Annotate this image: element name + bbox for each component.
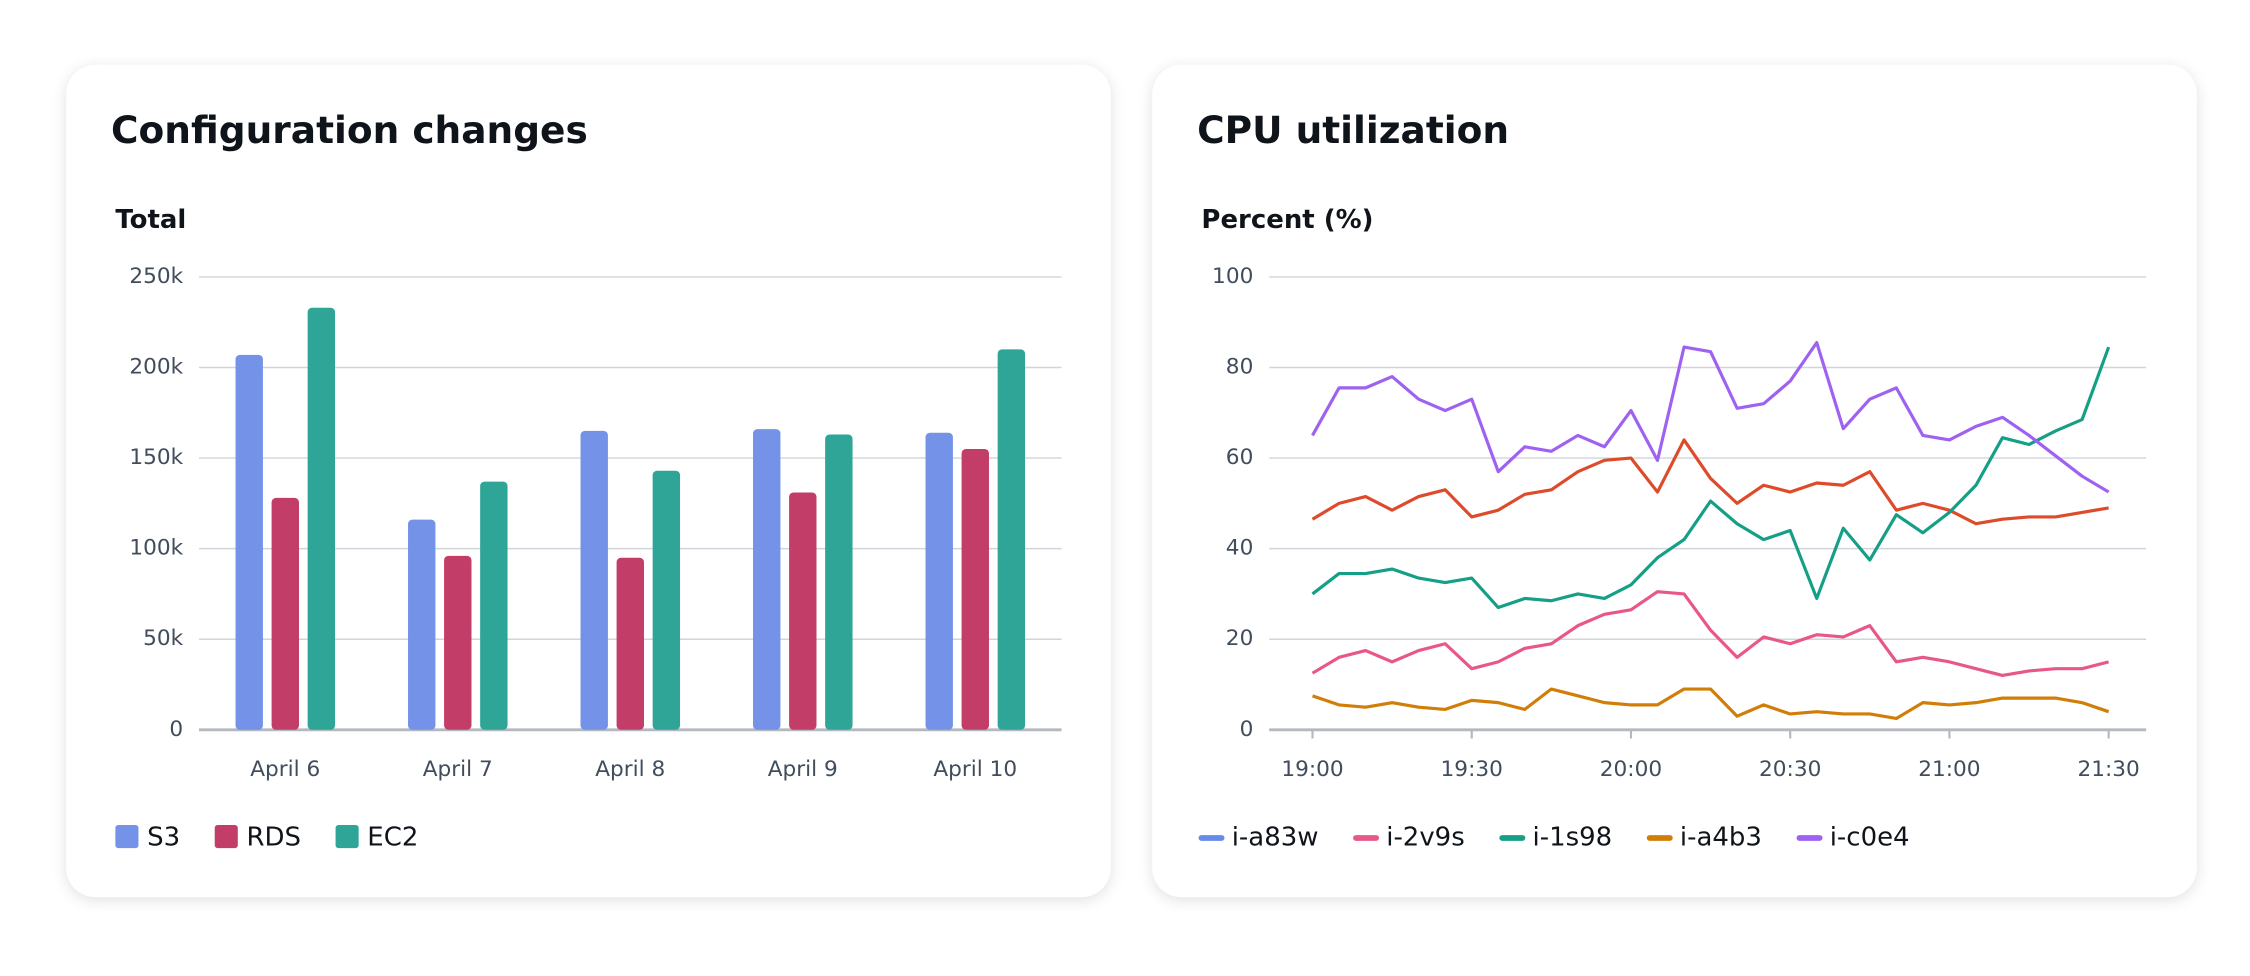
bar bbox=[652, 470, 681, 730]
series-line bbox=[1311, 687, 2110, 721]
card bbox=[1152, 64, 2197, 898]
y-axis-title: Percent (%) bbox=[1201, 205, 1373, 235]
legend-label: S3 bbox=[147, 822, 180, 852]
x-tick-label: 21:00 bbox=[1918, 757, 1980, 782]
bar bbox=[925, 432, 953, 730]
chart-title: Configuration changes bbox=[111, 108, 588, 152]
bar bbox=[997, 349, 1026, 730]
bar bbox=[789, 492, 817, 730]
bar bbox=[480, 481, 508, 730]
legend-label: RDS bbox=[246, 822, 300, 852]
x-tick-label: April 9 bbox=[768, 757, 838, 782]
bar bbox=[825, 434, 853, 730]
legend-label: i-c0e4 bbox=[1830, 822, 1910, 852]
legend-swatch bbox=[115, 824, 139, 849]
bar bbox=[444, 555, 472, 730]
series-line bbox=[1311, 590, 2110, 678]
bar bbox=[580, 430, 608, 730]
y-tick-label: 250k bbox=[129, 264, 183, 289]
x-tick-label: 20:30 bbox=[1759, 757, 1821, 782]
x-tick-label: 19:00 bbox=[1281, 757, 1343, 782]
bar bbox=[307, 307, 336, 730]
y-tick-label: 200k bbox=[129, 354, 183, 379]
y-tick-label: 150k bbox=[129, 445, 183, 470]
bar bbox=[616, 557, 644, 730]
x-tick-label: 21:30 bbox=[2077, 757, 2139, 782]
bar bbox=[235, 354, 263, 730]
legend-label: i-1s98 bbox=[1533, 822, 1613, 852]
series-line bbox=[1311, 438, 2109, 526]
y-tick-label: 0 bbox=[1240, 717, 1254, 742]
y-tick-label: 80 bbox=[1226, 354, 1254, 379]
bar bbox=[961, 449, 989, 730]
y-tick-label: 50k bbox=[143, 626, 184, 651]
legend-swatch bbox=[335, 824, 359, 849]
x-tick-label: April 7 bbox=[423, 757, 493, 782]
legend-label: i-a83w bbox=[1232, 822, 1319, 852]
series-line bbox=[1311, 346, 2111, 610]
y-tick-label: 40 bbox=[1226, 536, 1254, 561]
bar bbox=[753, 429, 781, 730]
y-tick-label: 100 bbox=[1212, 264, 1253, 289]
y-axis-title: Total bbox=[115, 205, 186, 235]
x-tick-label: 20:00 bbox=[1600, 757, 1662, 782]
bar bbox=[271, 497, 299, 730]
x-tick-label: April 6 bbox=[250, 757, 320, 782]
y-tick-label: 20 bbox=[1226, 626, 1254, 651]
bar bbox=[408, 519, 436, 730]
chart-title: CPU utilization bbox=[1197, 108, 1509, 152]
legend-label: i-2v9s bbox=[1386, 822, 1464, 852]
y-tick-label: 100k bbox=[129, 536, 183, 561]
series-line bbox=[1311, 341, 2110, 494]
x-tick-label: April 8 bbox=[595, 757, 665, 782]
legend-label: i-a4b3 bbox=[1680, 822, 1762, 852]
x-tick-label: April 10 bbox=[933, 757, 1017, 782]
legend-label: EC2 bbox=[367, 822, 418, 852]
legend-swatch bbox=[214, 824, 238, 849]
x-tick-label: 19:30 bbox=[1441, 757, 1503, 782]
y-tick-label: 0 bbox=[169, 717, 183, 742]
canvas: Configuration changes Total 0 50k 100k 150k 20… bbox=[66, 64, 2197, 898]
y-tick-label: 60 bbox=[1226, 445, 1254, 470]
